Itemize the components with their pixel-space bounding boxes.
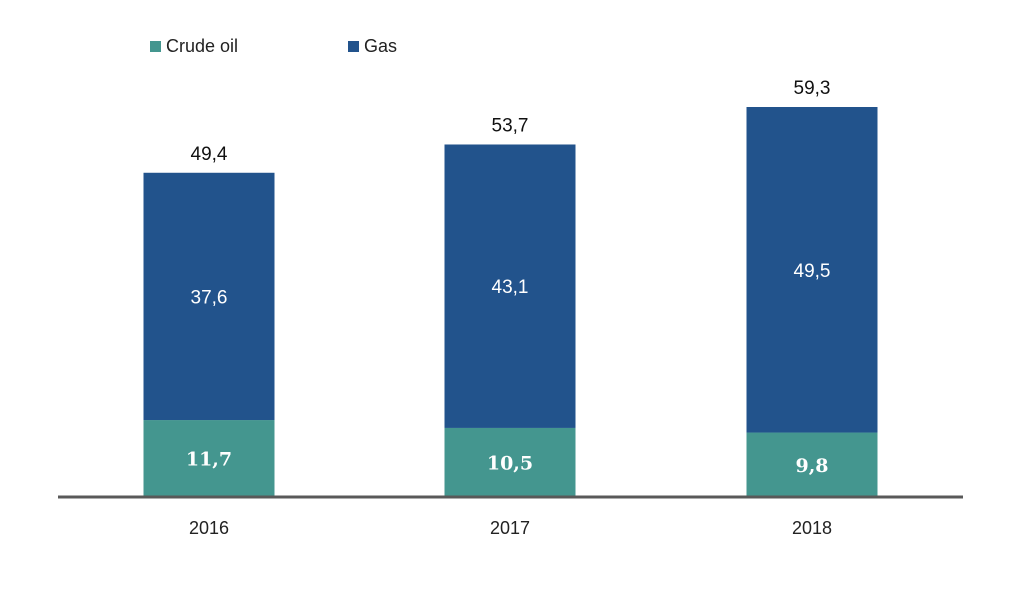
data-label-crude-oil-2016: 11,7	[186, 449, 232, 471]
data-label-gas-2016: 37,6	[191, 287, 228, 308]
bar-crude-oil-2016	[143, 420, 275, 497]
data-label-gas-2017: 43,1	[492, 277, 529, 298]
data-label-gas-2018: 49,5	[794, 261, 831, 282]
total-label-2017: 53,7	[492, 115, 529, 136]
legend-item-crude-oil: Crude oil	[150, 36, 238, 57]
legend-swatch-crude-oil	[150, 41, 161, 52]
legend-label-crude-oil: Crude oil	[166, 36, 239, 56]
total-label-2018: 59,3	[794, 78, 831, 99]
bar-crude-oil-2017	[444, 427, 576, 497]
total-label-2016: 49,4	[191, 144, 228, 165]
bar-crude-oil-2018	[746, 432, 878, 497]
data-label-crude-oil-2018: 9,8	[795, 455, 828, 477]
x-tick-label-2018: 2018	[792, 518, 832, 538]
x-tick-label-2017: 2017	[490, 518, 530, 538]
x-tick-label-2016: 2016	[189, 518, 229, 538]
data-label-crude-oil-2017: 10,5	[487, 452, 533, 474]
legend-swatch-gas	[348, 41, 359, 52]
bar-gas-2017	[444, 144, 576, 428]
bar-gas-2018	[746, 107, 878, 433]
legend-label-gas: Gas	[364, 36, 398, 56]
bar-gas-2016	[143, 172, 275, 421]
legend-item-gas: Gas	[348, 36, 397, 57]
